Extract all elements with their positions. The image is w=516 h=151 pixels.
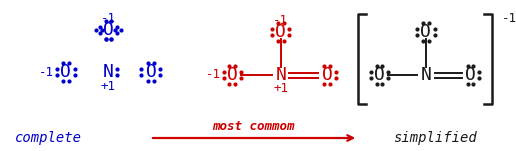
- Text: -1: -1: [39, 66, 54, 79]
- Text: O: O: [374, 66, 385, 84]
- Text: +1: +1: [101, 79, 116, 93]
- Text: most commom: most commom: [213, 119, 295, 132]
- Text: -1: -1: [205, 69, 220, 82]
- Text: -1: -1: [101, 11, 116, 24]
- Text: O: O: [103, 21, 114, 39]
- Text: O: O: [146, 63, 156, 81]
- Text: -1: -1: [273, 13, 288, 26]
- Text: N: N: [421, 66, 431, 84]
- Text: N: N: [103, 63, 114, 81]
- Text: -1: -1: [502, 11, 516, 24]
- Text: O: O: [227, 66, 238, 84]
- Text: O: O: [60, 63, 71, 81]
- Text: O: O: [321, 66, 333, 84]
- Text: N: N: [275, 66, 286, 84]
- Text: O: O: [275, 23, 286, 41]
- Text: +1: +1: [273, 82, 288, 95]
- Text: O: O: [465, 66, 476, 84]
- Text: complete: complete: [15, 131, 82, 145]
- Text: simplified: simplified: [394, 131, 477, 145]
- Text: O: O: [421, 23, 431, 41]
